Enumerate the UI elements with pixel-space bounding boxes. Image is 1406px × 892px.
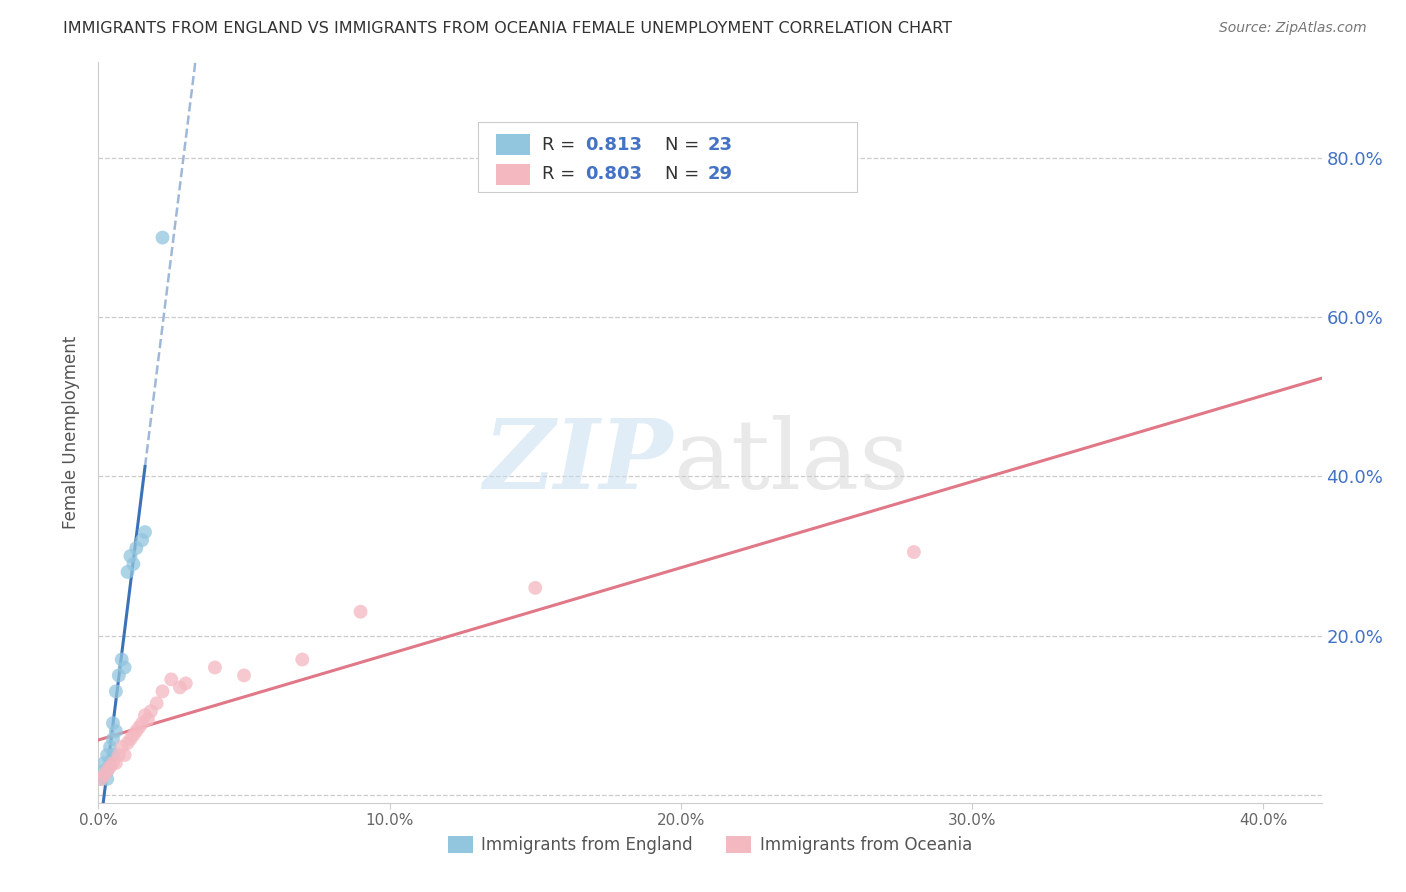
Text: 0.803: 0.803: [585, 165, 643, 183]
Immigrants from England: [101, 716, 124, 731]
Immigrants from England: [120, 549, 142, 563]
Bar: [496, 164, 530, 185]
Immigrants from Oceania: [139, 704, 162, 718]
Immigrants from England: [96, 772, 118, 786]
Immigrants from Oceania: [128, 720, 150, 734]
Immigrants from Oceania: [233, 668, 256, 682]
Immigrants from England: [104, 684, 127, 698]
Immigrants from England: [93, 756, 115, 770]
Immigrants from Oceania: [93, 768, 115, 782]
Text: IMMIGRANTS FROM ENGLAND VS IMMIGRANTS FROM OCEANIA FEMALE UNEMPLOYMENT CORRELATI: IMMIGRANTS FROM ENGLAND VS IMMIGRANTS FR…: [63, 21, 952, 36]
Bar: [496, 135, 530, 155]
Immigrants from Oceania: [134, 708, 156, 723]
Immigrants from England: [114, 660, 136, 674]
Immigrants from England: [111, 652, 134, 666]
Text: R =: R =: [543, 165, 582, 183]
Immigrants from Oceania: [108, 747, 131, 762]
Text: R =: R =: [543, 136, 582, 153]
Immigrants from England: [122, 557, 145, 571]
Immigrants from England: [117, 565, 139, 579]
Immigrants from Oceania: [349, 605, 371, 619]
Immigrants from England: [98, 740, 121, 755]
Immigrants from England: [90, 772, 112, 786]
Immigrants from England: [96, 764, 118, 778]
Immigrants from Oceania: [160, 673, 183, 687]
Immigrants from England: [98, 756, 121, 770]
Immigrants from Oceania: [104, 756, 127, 770]
Immigrants from Oceania: [152, 684, 174, 698]
Immigrants from Oceania: [114, 747, 136, 762]
Immigrants from Oceania: [136, 712, 159, 726]
Immigrants from Oceania: [90, 772, 112, 786]
Text: 0.813: 0.813: [585, 136, 643, 153]
Immigrants from England: [101, 747, 124, 762]
Immigrants from Oceania: [131, 716, 153, 731]
Immigrants from Oceania: [120, 732, 142, 747]
Immigrants from Oceania: [98, 760, 121, 774]
Immigrants from Oceania: [524, 581, 547, 595]
FancyBboxPatch shape: [478, 121, 856, 192]
Text: N =: N =: [665, 165, 704, 183]
Immigrants from Oceania: [204, 660, 226, 674]
Immigrants from England: [93, 764, 115, 778]
Immigrants from England: [104, 724, 127, 739]
Immigrants from Oceania: [117, 736, 139, 750]
Immigrants from Oceania: [291, 652, 314, 666]
Immigrants from Oceania: [111, 740, 134, 755]
Immigrants from England: [96, 747, 118, 762]
Immigrants from Oceania: [145, 696, 167, 710]
Immigrants from England: [131, 533, 153, 547]
Text: 29: 29: [707, 165, 733, 183]
Immigrants from England: [125, 541, 148, 555]
Immigrants from England: [134, 525, 156, 540]
Y-axis label: Female Unemployment: Female Unemployment: [62, 336, 80, 529]
Text: ZIP: ZIP: [484, 416, 673, 509]
Immigrants from Oceania: [174, 676, 197, 690]
Immigrants from Oceania: [125, 724, 148, 739]
Immigrants from England: [108, 668, 131, 682]
Immigrants from England: [152, 230, 174, 244]
Text: 23: 23: [707, 136, 733, 153]
Legend: Immigrants from England, Immigrants from Oceania: Immigrants from England, Immigrants from…: [441, 830, 979, 861]
Text: N =: N =: [665, 136, 704, 153]
Immigrants from Oceania: [122, 728, 145, 742]
Immigrants from Oceania: [903, 545, 925, 559]
Text: atlas: atlas: [673, 416, 910, 509]
Immigrants from Oceania: [96, 764, 118, 778]
Immigrants from Oceania: [101, 756, 124, 770]
Text: Source: ZipAtlas.com: Source: ZipAtlas.com: [1219, 21, 1367, 35]
Immigrants from England: [101, 732, 124, 747]
Immigrants from Oceania: [169, 681, 191, 695]
